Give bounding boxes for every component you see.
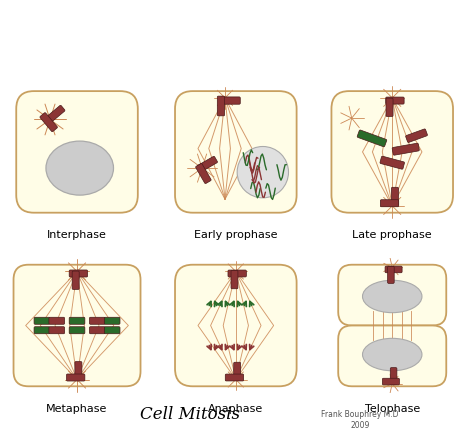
FancyBboxPatch shape <box>331 91 453 213</box>
FancyBboxPatch shape <box>90 317 105 324</box>
FancyBboxPatch shape <box>69 327 85 334</box>
FancyBboxPatch shape <box>228 270 246 277</box>
Ellipse shape <box>363 280 422 312</box>
FancyBboxPatch shape <box>69 270 88 277</box>
FancyBboxPatch shape <box>34 327 50 334</box>
FancyBboxPatch shape <box>392 187 399 206</box>
FancyBboxPatch shape <box>217 96 225 116</box>
FancyBboxPatch shape <box>338 265 446 326</box>
Ellipse shape <box>46 141 113 195</box>
Text: 2009: 2009 <box>351 421 370 430</box>
FancyBboxPatch shape <box>234 362 241 381</box>
FancyBboxPatch shape <box>220 97 240 104</box>
FancyBboxPatch shape <box>225 374 244 381</box>
FancyBboxPatch shape <box>66 374 85 381</box>
Ellipse shape <box>237 147 289 198</box>
FancyBboxPatch shape <box>386 97 404 104</box>
Text: Cell Mitosis: Cell Mitosis <box>140 406 239 423</box>
Text: Frank Bouphrey M.D: Frank Bouphrey M.D <box>321 410 399 419</box>
FancyBboxPatch shape <box>14 265 140 386</box>
Text: Late prophase: Late prophase <box>353 230 432 240</box>
FancyBboxPatch shape <box>34 317 50 324</box>
FancyBboxPatch shape <box>175 91 297 213</box>
FancyBboxPatch shape <box>16 91 138 213</box>
FancyBboxPatch shape <box>72 271 79 289</box>
Text: Telophase: Telophase <box>365 404 420 414</box>
Text: Early prophase: Early prophase <box>194 230 278 240</box>
FancyBboxPatch shape <box>357 130 387 147</box>
Ellipse shape <box>363 339 422 371</box>
FancyBboxPatch shape <box>338 326 446 386</box>
FancyBboxPatch shape <box>75 362 82 380</box>
FancyBboxPatch shape <box>380 156 404 169</box>
FancyBboxPatch shape <box>390 368 397 385</box>
FancyBboxPatch shape <box>386 98 393 116</box>
FancyBboxPatch shape <box>385 266 402 273</box>
FancyBboxPatch shape <box>49 327 64 334</box>
FancyBboxPatch shape <box>90 327 105 334</box>
FancyBboxPatch shape <box>392 143 419 155</box>
FancyBboxPatch shape <box>231 270 238 289</box>
FancyBboxPatch shape <box>104 317 120 324</box>
Text: Interphase: Interphase <box>47 230 107 240</box>
Text: Metaphase: Metaphase <box>46 404 108 414</box>
Text: Anaphase: Anaphase <box>208 404 264 414</box>
FancyBboxPatch shape <box>175 265 297 386</box>
FancyBboxPatch shape <box>46 105 65 123</box>
FancyBboxPatch shape <box>388 266 394 283</box>
FancyBboxPatch shape <box>69 317 85 324</box>
FancyBboxPatch shape <box>383 378 400 385</box>
FancyBboxPatch shape <box>104 327 120 334</box>
FancyBboxPatch shape <box>49 317 64 324</box>
FancyBboxPatch shape <box>40 113 57 132</box>
FancyBboxPatch shape <box>380 200 399 207</box>
FancyBboxPatch shape <box>198 156 218 172</box>
FancyBboxPatch shape <box>406 129 428 142</box>
FancyBboxPatch shape <box>196 164 211 184</box>
